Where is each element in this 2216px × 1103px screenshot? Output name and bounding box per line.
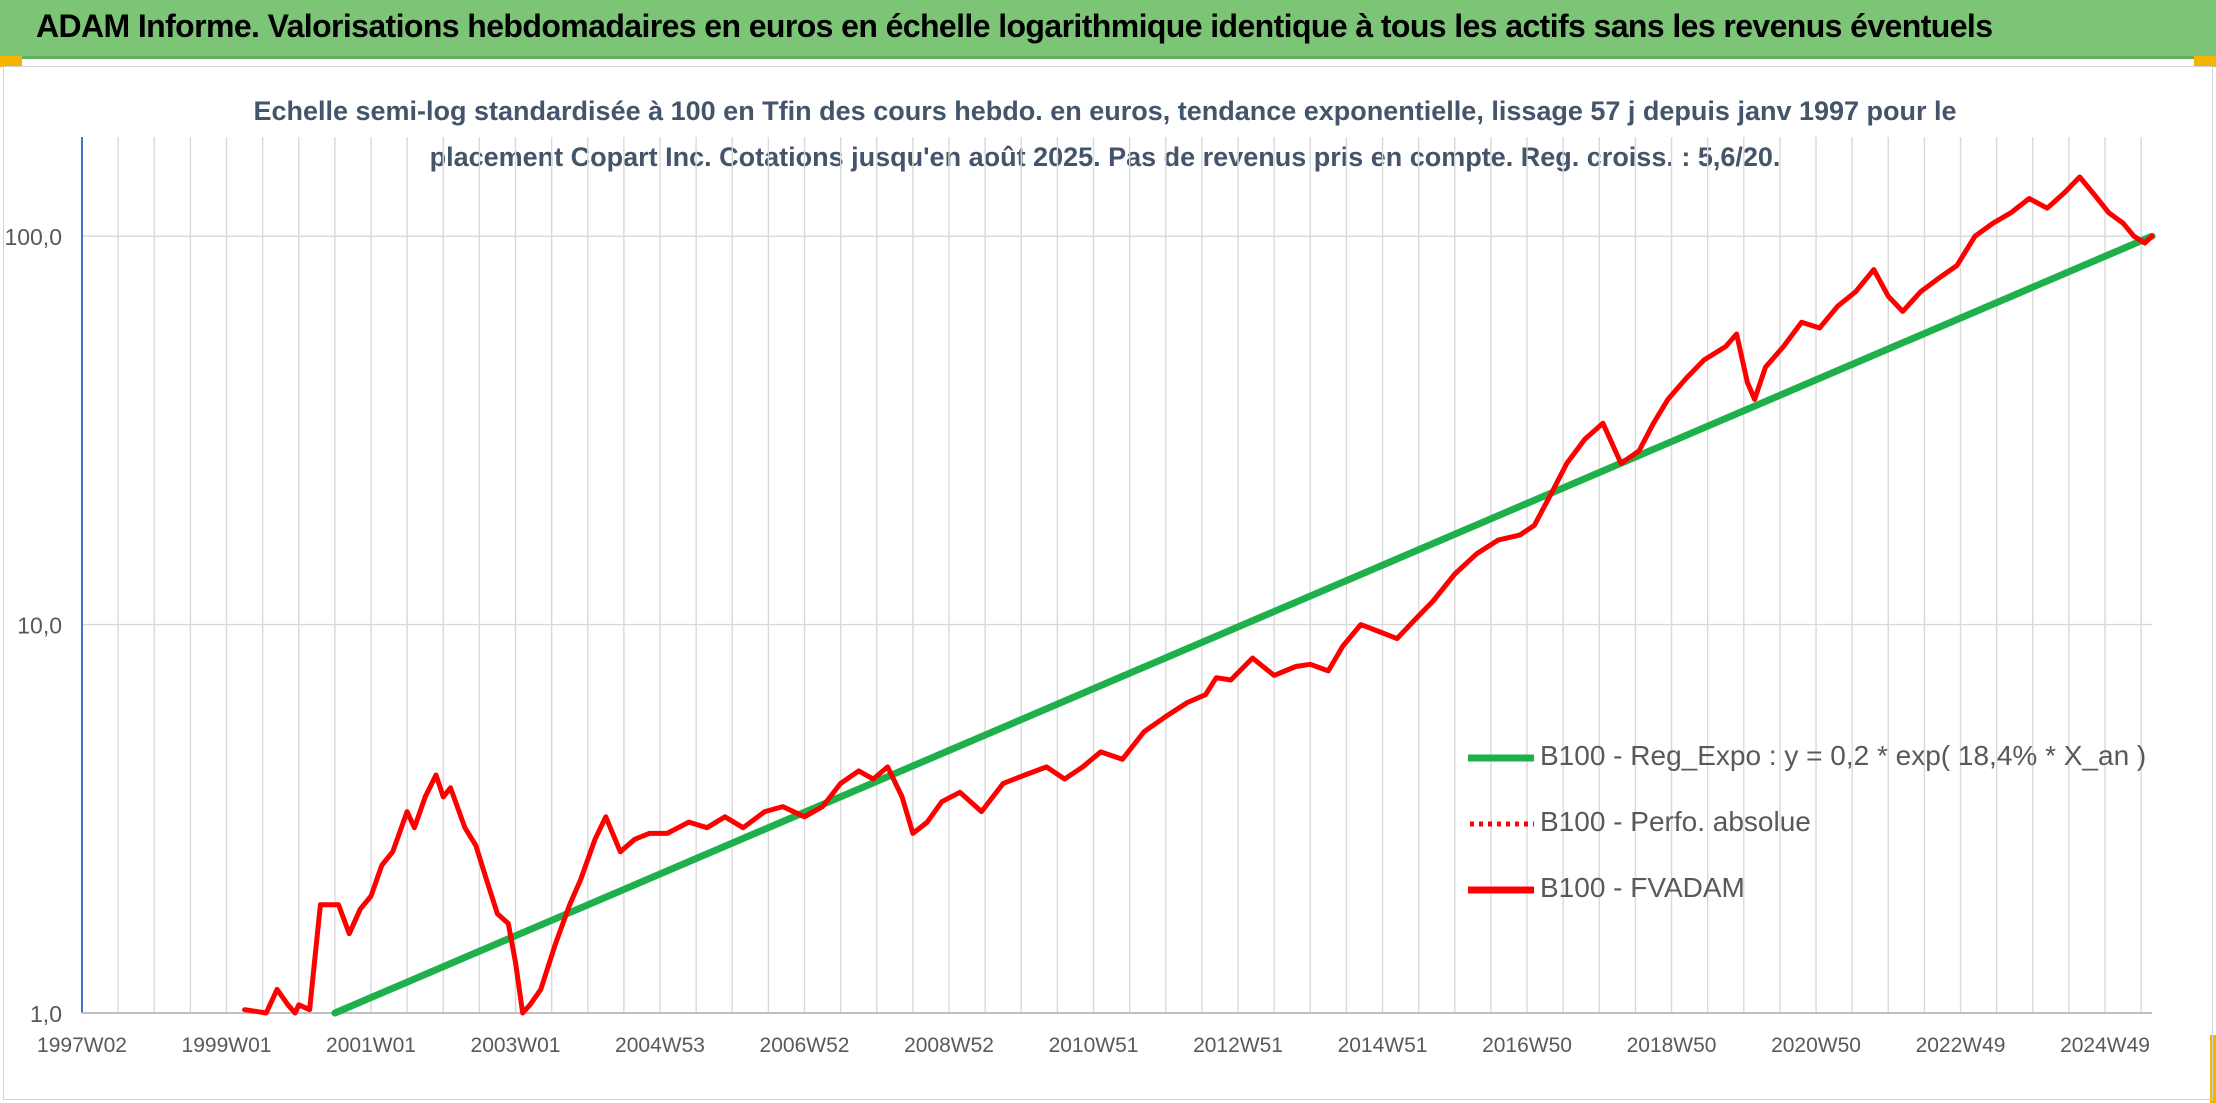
x-tick-label: 2008W52: [904, 1034, 994, 1057]
legend-label-fvadam: B100 - FVADAM: [1540, 872, 1745, 903]
report-header: ADAM Informe. Valorisations hebdomadaire…: [0, 0, 2216, 59]
report-title: ADAM Informe. Valorisations hebdomadaire…: [36, 8, 1993, 44]
x-tick-label: 2024W49: [2060, 1034, 2150, 1057]
corner-marker-bottom-right: [2210, 1035, 2216, 1103]
x-tick-label: 2016W50: [1482, 1034, 1572, 1057]
x-tick-label: 2004W53: [615, 1034, 705, 1057]
x-tick-label: 2001W01: [326, 1034, 416, 1057]
x-tick-label: 2018W50: [1627, 1034, 1717, 1057]
legend-label-trend: B100 - Reg_Expo : y = 0,2 * exp( 18,4% *…: [1540, 740, 2147, 771]
legend-swatch-trend: [1468, 754, 1534, 762]
legend-swatch-perfo: [1470, 821, 1534, 827]
chart-subtitle-line-1: Echelle semi-log standardisée à 100 en T…: [253, 96, 1957, 126]
y-tick-label: 100,0: [4, 224, 62, 250]
series-line-trend: [331, 232, 2156, 1017]
corner-marker-top-left: [0, 56, 22, 67]
chart-frame: [3, 66, 2213, 1100]
legend-swatch-fvadam: [1468, 886, 1534, 894]
x-tick-label: 2014W51: [1338, 1034, 1428, 1057]
x-tick-label: 1997W02: [37, 1034, 127, 1057]
x-tick-label: 2010W51: [1049, 1034, 1139, 1057]
x-tick-label: 2006W52: [760, 1034, 850, 1057]
chart-subtitle-line-2: placement Copart Inc. Cotations jusqu'en…: [429, 142, 1781, 172]
x-tick-label: 2003W01: [471, 1034, 561, 1057]
legend-label-perfo: B100 - Perfo. absolue: [1540, 806, 1811, 837]
series-line-fvadam: [242, 174, 2155, 1016]
y-tick-label: 1,0: [30, 1001, 62, 1027]
x-tick-label: 2012W51: [1193, 1034, 1283, 1057]
x-tick-label: 2022W49: [1916, 1034, 2006, 1057]
x-tick-label: 1999W01: [182, 1034, 272, 1057]
y-tick-label: 10,0: [17, 613, 62, 639]
corner-marker-top-right: [2194, 56, 2216, 67]
x-tick-label: 2020W50: [1771, 1034, 1861, 1057]
